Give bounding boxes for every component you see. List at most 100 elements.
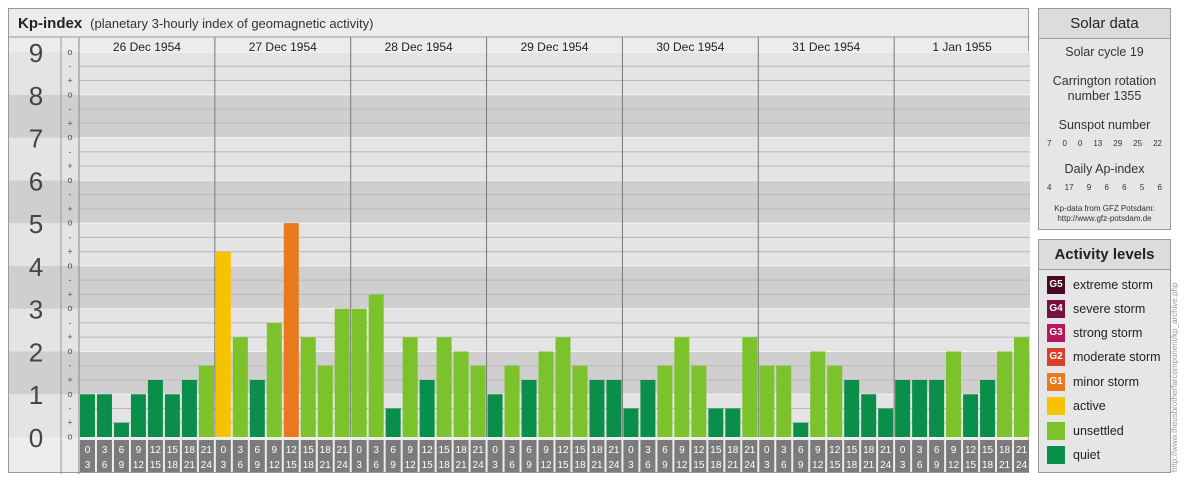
interval-end-label: 12 [269,460,281,471]
interval-end-label: 9 [390,460,396,471]
interval-end-label: 18 [439,460,451,471]
level-swatch: G5 [1047,276,1065,294]
day-label: 30 Dec 1954 [656,40,724,54]
interval-end-label: 18 [710,460,722,471]
ap-value: 6 [1157,183,1162,192]
kp-bar [606,379,622,437]
sunspot-value: 13 [1093,139,1103,148]
minor-tick-label: o [67,303,72,313]
interval-start-label: 12 [286,445,298,456]
kp-band [9,180,1030,224]
kp-bar [317,365,333,437]
interval-end-label: 21 [863,460,875,471]
interval-box [572,440,588,472]
kp-bar [283,223,299,437]
kp-bar [436,337,452,437]
kp-bar [810,351,826,437]
interval-box [708,440,724,472]
interval-end-label: 15 [965,460,977,471]
interval-box [419,440,435,472]
kp-bar [164,394,180,437]
kp-bar [351,308,367,437]
kp-bar [555,337,571,437]
level-item: quiet [1047,445,1100,465]
solar-data-title: Solar data [1039,9,1170,39]
interval-start-label: 18 [727,445,739,456]
ap-values: 4 17 9 6 6 5 6 [1039,183,1170,192]
interval-box [776,440,792,472]
minor-tick-label: - [69,104,72,114]
interval-end-label: 15 [286,460,298,471]
interval-end-label: 12 [812,460,824,471]
interval-box [606,440,622,472]
interval-start-label: 9 [679,445,685,456]
interval-start-label: 3 [102,445,108,456]
minor-tick-label: + [67,247,72,257]
interval-box [861,440,877,472]
interval-start-label: 9 [815,445,821,456]
interval-start-label: 6 [255,445,261,456]
kp-bar [521,379,537,437]
interval-end-label: 21 [591,460,603,471]
kp-bar [895,379,911,437]
interval-box [674,440,690,472]
kp-bar [113,422,129,437]
y-tick-label: 3 [29,295,43,325]
interval-start-label: 6 [662,445,668,456]
interval-box [725,440,741,472]
sunspot-value: 7 [1047,139,1052,148]
interval-start-label: 9 [951,445,957,456]
interval-box [198,440,214,472]
interval-end-label: 18 [982,460,994,471]
interval-start-label: 12 [422,445,434,456]
ap-value: 9 [1086,183,1092,192]
sunspot-value: 22 [1153,139,1162,148]
ap-value: 6 [1122,183,1127,192]
y-tick-label: 5 [29,209,43,239]
kp-bar [368,294,384,437]
interval-box [929,440,945,472]
interval-end-label: 9 [255,460,261,471]
kp-bar [725,408,741,437]
interval-box [640,440,656,472]
interval-box [181,440,197,472]
interval-start-label: 0 [492,445,498,456]
interval-start-label: 18 [456,445,468,456]
interval-end-label: 9 [526,460,532,471]
interval-start-label: 15 [982,445,994,456]
sunspot-value: 25 [1133,139,1143,148]
activity-levels-panel: Activity levels G5 extreme storm G4 severe… [1038,239,1171,473]
interval-start-label: 6 [526,445,532,456]
kp-band [9,265,1030,309]
interval-end-label: 21 [999,460,1011,471]
kp-bar [708,408,724,437]
level-swatch [1047,422,1065,440]
interval-box [827,440,843,472]
minor-tick-label: o [67,89,72,99]
interval-start-label: 6 [119,445,125,456]
kp-band [9,52,1030,95]
interval-box [912,440,928,472]
level-item: G2 moderate storm [1047,347,1161,367]
interval-box [895,440,911,472]
minor-tick-label: o [67,175,72,185]
interval-box [810,440,826,472]
level-item: unsettled [1047,421,1124,441]
sunspot-value: 29 [1113,139,1123,148]
level-swatch: G1 [1047,373,1065,391]
y-tick-label: 0 [29,423,43,453]
kp-bar [946,351,962,437]
interval-start-label: 3 [509,445,515,456]
interval-box [963,440,979,472]
kp-bar [80,394,95,437]
interval-end-label: 3 [221,460,227,471]
interval-end-label: 6 [917,460,923,471]
level-item: G1 minor storm [1047,372,1139,392]
kp-bar [640,379,656,437]
interval-box [691,440,707,472]
interval-end-label: 12 [676,460,688,471]
kp-bar [453,351,469,437]
level-item: active [1047,396,1106,416]
kp-bar [742,337,758,437]
